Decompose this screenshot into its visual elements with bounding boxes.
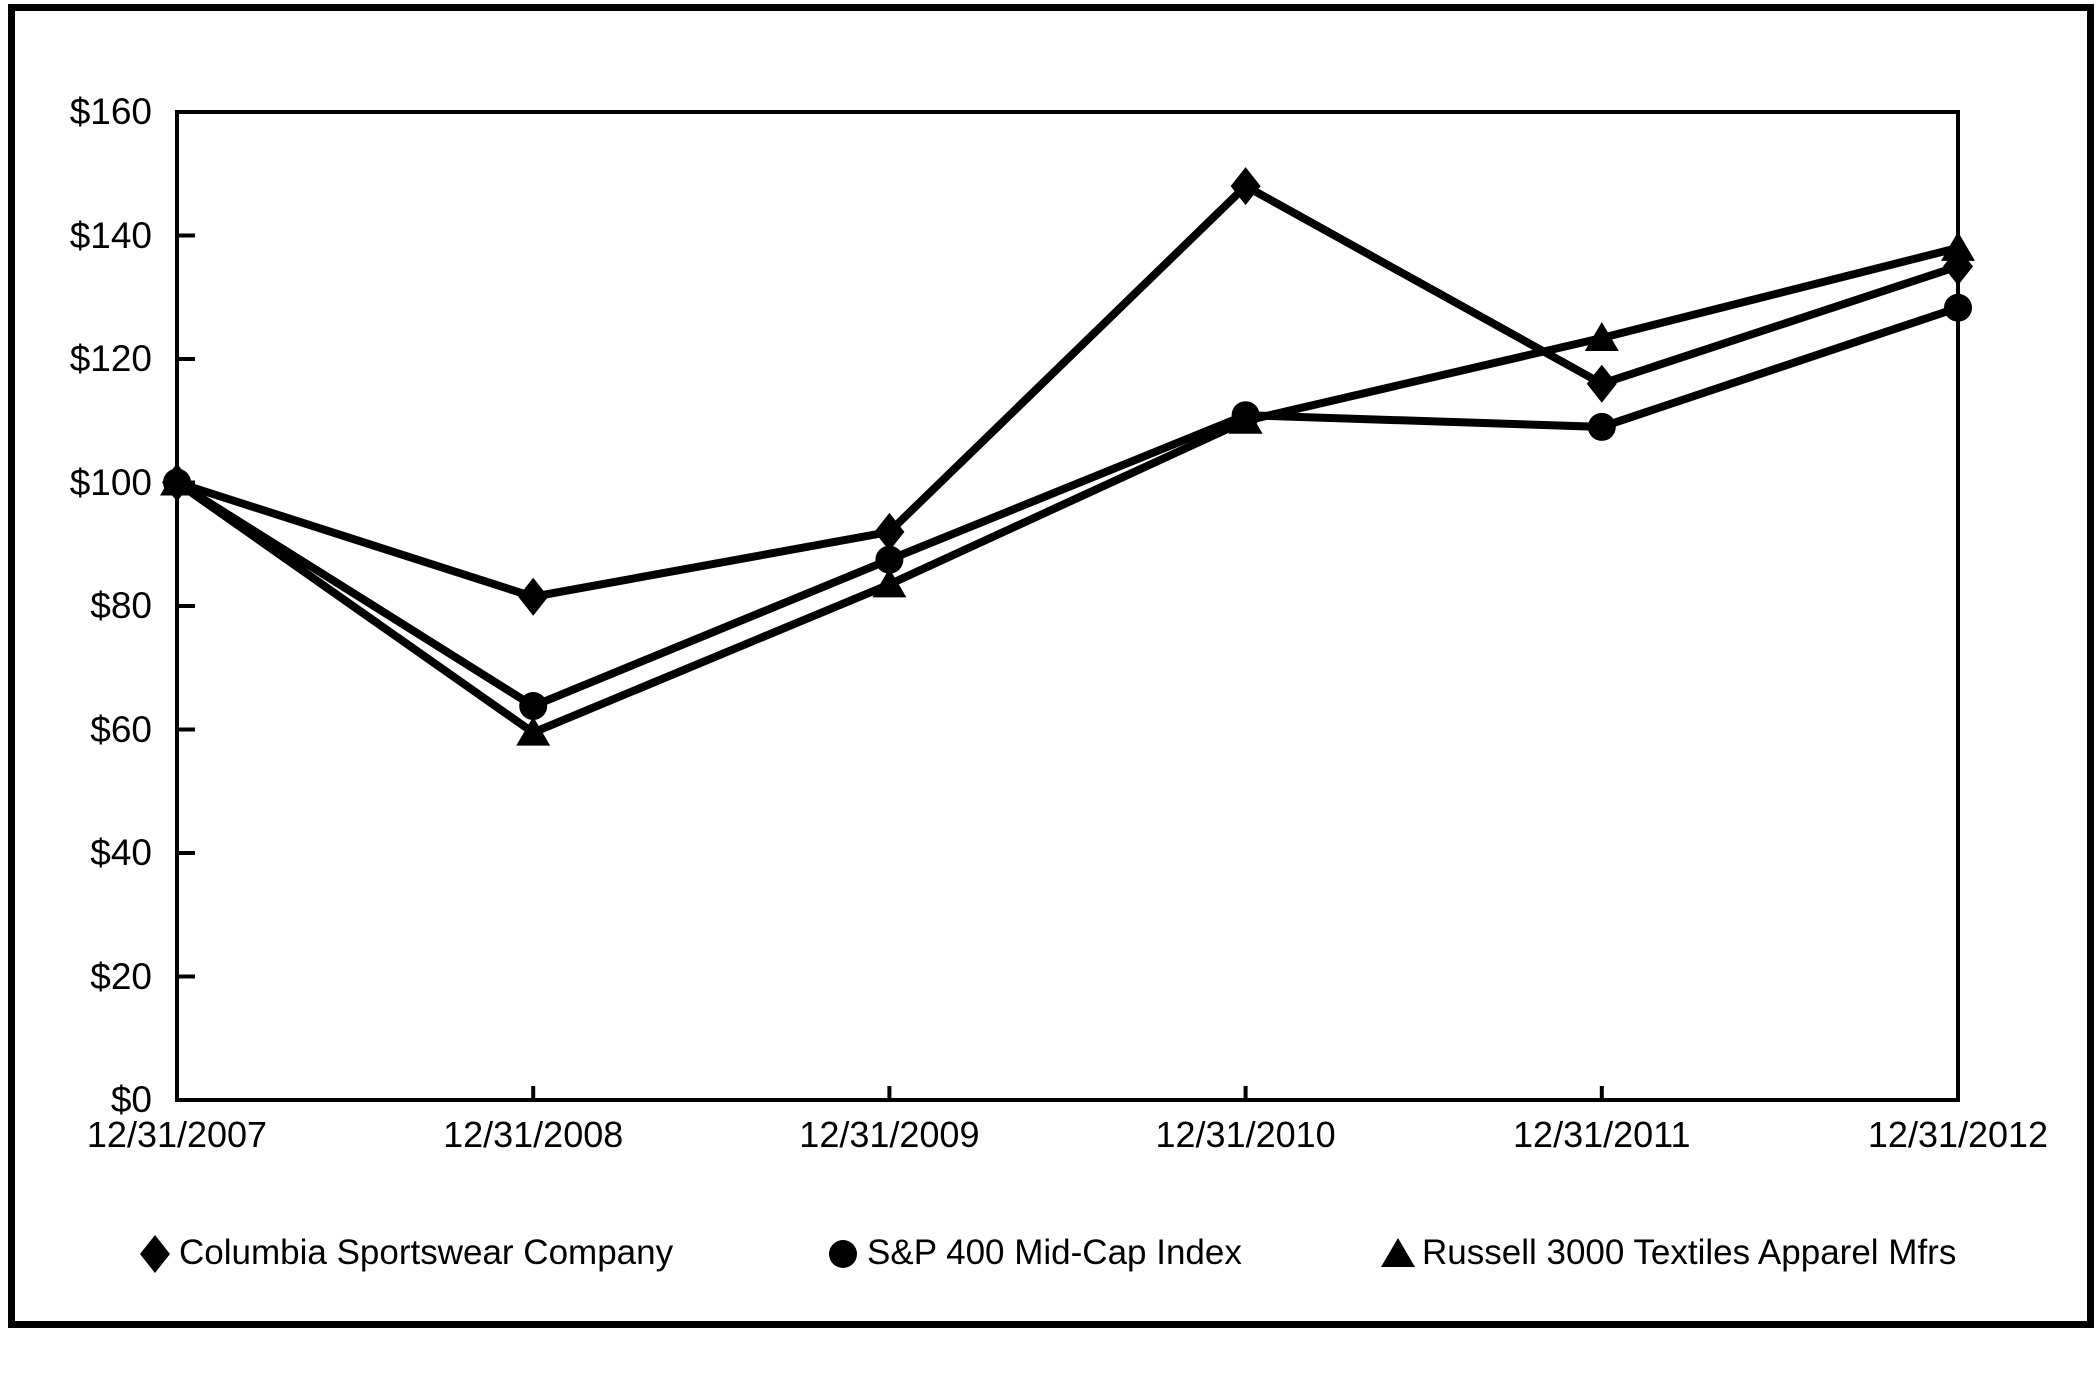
x-axis-label: 12/31/2008	[443, 1114, 624, 1155]
x-axis-label: 12/31/2010	[1155, 1114, 1336, 1155]
x-axis-label: 12/31/2009	[799, 1114, 980, 1155]
y-axis-label: $100	[69, 461, 152, 503]
y-axis-label: $20	[90, 955, 152, 997]
legend-item-russell: Russell 3000 Textiles Apparel Mfrs	[1376, 1229, 1956, 1277]
legend-label: Russell 3000 Textiles Apparel Mfrs	[1422, 1233, 1957, 1272]
y-axis-label: $160	[69, 91, 152, 132]
triangle-marker-icon	[1376, 1231, 1420, 1275]
y-axis-label: $0	[110, 1079, 152, 1120]
legend-label: S&P 400 Mid-Cap Index	[867, 1233, 1242, 1272]
legend-label: Columbia Sportswear Company	[179, 1233, 674, 1272]
y-axis-label: $60	[90, 708, 152, 750]
y-axis-label: $80	[90, 585, 152, 626]
y-axis-label: $140	[69, 214, 152, 256]
circle-marker-icon	[821, 1231, 865, 1275]
y-axis-label: $120	[69, 338, 152, 379]
chart-frame	[8, 4, 2094, 1328]
y-axis-label: $40	[90, 832, 152, 873]
x-axis-label: 12/31/2011	[1513, 1114, 1691, 1155]
legend-item-columbia: Columbia Sportswear Company	[133, 1229, 673, 1277]
x-axis-label: 12/31/2012	[1867, 1114, 2049, 1155]
x-axis-label: 12/31/2007	[86, 1114, 268, 1155]
diamond-marker-icon	[133, 1231, 177, 1275]
legend-item-sp400: S&P 400 Mid-Cap Index	[821, 1229, 1242, 1277]
